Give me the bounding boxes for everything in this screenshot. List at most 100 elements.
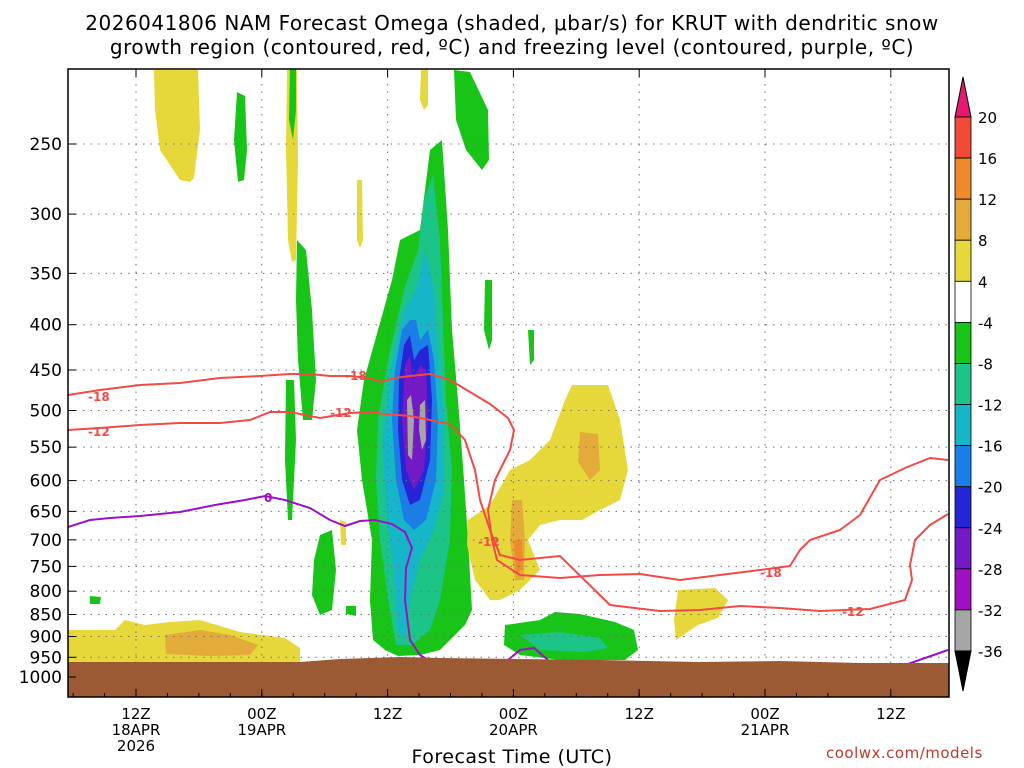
colorbar-swatch (954, 527, 972, 570)
omega-area-green-j (90, 596, 101, 604)
colorbar-label: 12 (978, 191, 997, 209)
x-tick-label: 00Z (750, 705, 779, 723)
omega-area-orange-right (578, 432, 600, 480)
dgz-label-upper-mid: -18 (345, 369, 367, 383)
colorbar-legend: 20 16 12 8 4 -4 -8 -12 -16 -20 -24 -28 -32 -36 (954, 76, 1003, 692)
colorbar-label: -32 (978, 602, 1003, 620)
dgz-label-lower-mid: -12 (330, 406, 352, 420)
y-tick-label: 800 (30, 582, 62, 602)
omega-area-green-c (296, 240, 316, 420)
y-tick-label: 500 (30, 402, 62, 422)
dgz-label-lower-center: -12 (478, 535, 500, 549)
y-tick-label: 750 (30, 557, 62, 577)
x-tick-label: 12Z (121, 705, 150, 723)
x-tick-label: 18APR (112, 721, 161, 739)
omega-area-mid-small (357, 180, 363, 248)
x-tick-label: 20APR (489, 721, 538, 739)
y-tick-label: 850 (30, 606, 62, 626)
y-tick-label: 600 (30, 472, 62, 492)
y-tick-label: 650 (30, 502, 62, 522)
omega-area-green-h (312, 530, 336, 615)
x-axis-title: Forecast Time (UTC) (411, 746, 613, 768)
chart-title-line2: growth region (contoured, red, ºC) and f… (109, 35, 915, 59)
omega-area-green-d (285, 380, 296, 520)
omega-area-dark-orange (514, 540, 523, 572)
dgz-label-upper-right: -18 (760, 566, 782, 580)
colorbar-swatch (954, 321, 972, 364)
omega-area-upper-left (154, 70, 200, 182)
omega-area-green-b (289, 69, 296, 140)
omega-area-grey (407, 395, 414, 460)
omega-area-green-i (346, 606, 356, 616)
colorbar-label: -8 (978, 355, 993, 373)
freezing-level-contour-right (507, 646, 549, 661)
colorbar-swatch (954, 445, 972, 488)
omega-area-yellow-far (674, 588, 728, 640)
omega-area-teal-low (520, 632, 608, 652)
colorbar-label: 8 (978, 232, 988, 250)
dgz-label-upper-left: -18 (88, 390, 110, 404)
colorbar-label: 16 (978, 150, 997, 168)
x-tick-label: 21APR (741, 721, 790, 739)
omega-area-grey-b (419, 400, 426, 450)
dgz-label-lower-left: -12 (88, 425, 110, 439)
omega-area-green-a (234, 92, 247, 182)
colorbar-swatch (954, 239, 972, 282)
omega-shading (68, 69, 728, 662)
y-tick-label: 1000 (19, 668, 62, 688)
y-tick-label: 250 (30, 135, 62, 155)
colorbar-label: 4 (978, 273, 988, 291)
colorbar-label: -12 (978, 397, 1003, 415)
dgz-contour-upper (68, 372, 949, 582)
omega-area-green-e (454, 70, 489, 170)
x-tick-label: 12Z (876, 705, 905, 723)
colorbar-swatch (954, 198, 972, 241)
y-axis: 2503003504004505005506006507007508008509… (19, 135, 76, 688)
colorbar-label: -24 (978, 520, 1003, 538)
dgz-contour-lower (68, 410, 949, 613)
credit-text: coolwx.com/models (826, 744, 983, 762)
colorbar-swatch (954, 609, 972, 652)
colorbar-label: -28 (978, 561, 1003, 579)
colorbar-label: 20 (978, 109, 997, 127)
omega-area-top-small (420, 70, 428, 110)
x-tick-label: 00Z (247, 705, 276, 723)
omega-area-green-f (484, 280, 492, 350)
colorbar-swatch (954, 280, 972, 323)
x-tick-label: 12Z (373, 705, 402, 723)
colorbar-max-arrow (954, 76, 972, 118)
y-tick-label: 950 (30, 648, 62, 668)
colorbar-swatch (954, 157, 972, 200)
terrain-ground (68, 657, 949, 697)
plot-frame (67, 68, 950, 698)
y-tick-label: 900 (30, 627, 62, 647)
colorbar-swatch (954, 568, 972, 611)
chart-grid (68, 69, 949, 697)
colorbar-swatch (954, 116, 972, 159)
freezing-level-contour (68, 494, 429, 661)
y-tick-label: 700 (30, 531, 62, 551)
freezing-level-contour-far-right (907, 649, 949, 665)
colorbar-label: -36 (978, 643, 1003, 661)
y-tick-label: 300 (30, 205, 62, 225)
colorbar-swatch (954, 363, 972, 405)
x-tick-label: 00Z (499, 705, 528, 723)
colorbar-label: -16 (978, 438, 1003, 456)
x-tick-label: 12Z (625, 705, 654, 723)
y-tick-label: 400 (30, 316, 62, 336)
colorbar-label: -4 (978, 314, 993, 332)
y-tick-label: 550 (30, 438, 62, 458)
dgz-label-lower-right: -12 (842, 605, 864, 619)
chart-title-line1: 2026041806 NAM Forecast Omega (shaded, μ… (85, 11, 939, 35)
y-tick-label: 350 (30, 264, 62, 284)
colorbar-swatch (954, 486, 972, 529)
freezing-label: 0 (264, 491, 272, 505)
omega-area-green-g (528, 330, 534, 365)
colorbar-min-arrow (954, 650, 972, 692)
x-tick-label: 19APR (237, 721, 286, 739)
x-tick-label: 2026 (117, 737, 155, 755)
colorbar-swatch (954, 404, 972, 447)
colorbar-label: -20 (978, 479, 1003, 497)
